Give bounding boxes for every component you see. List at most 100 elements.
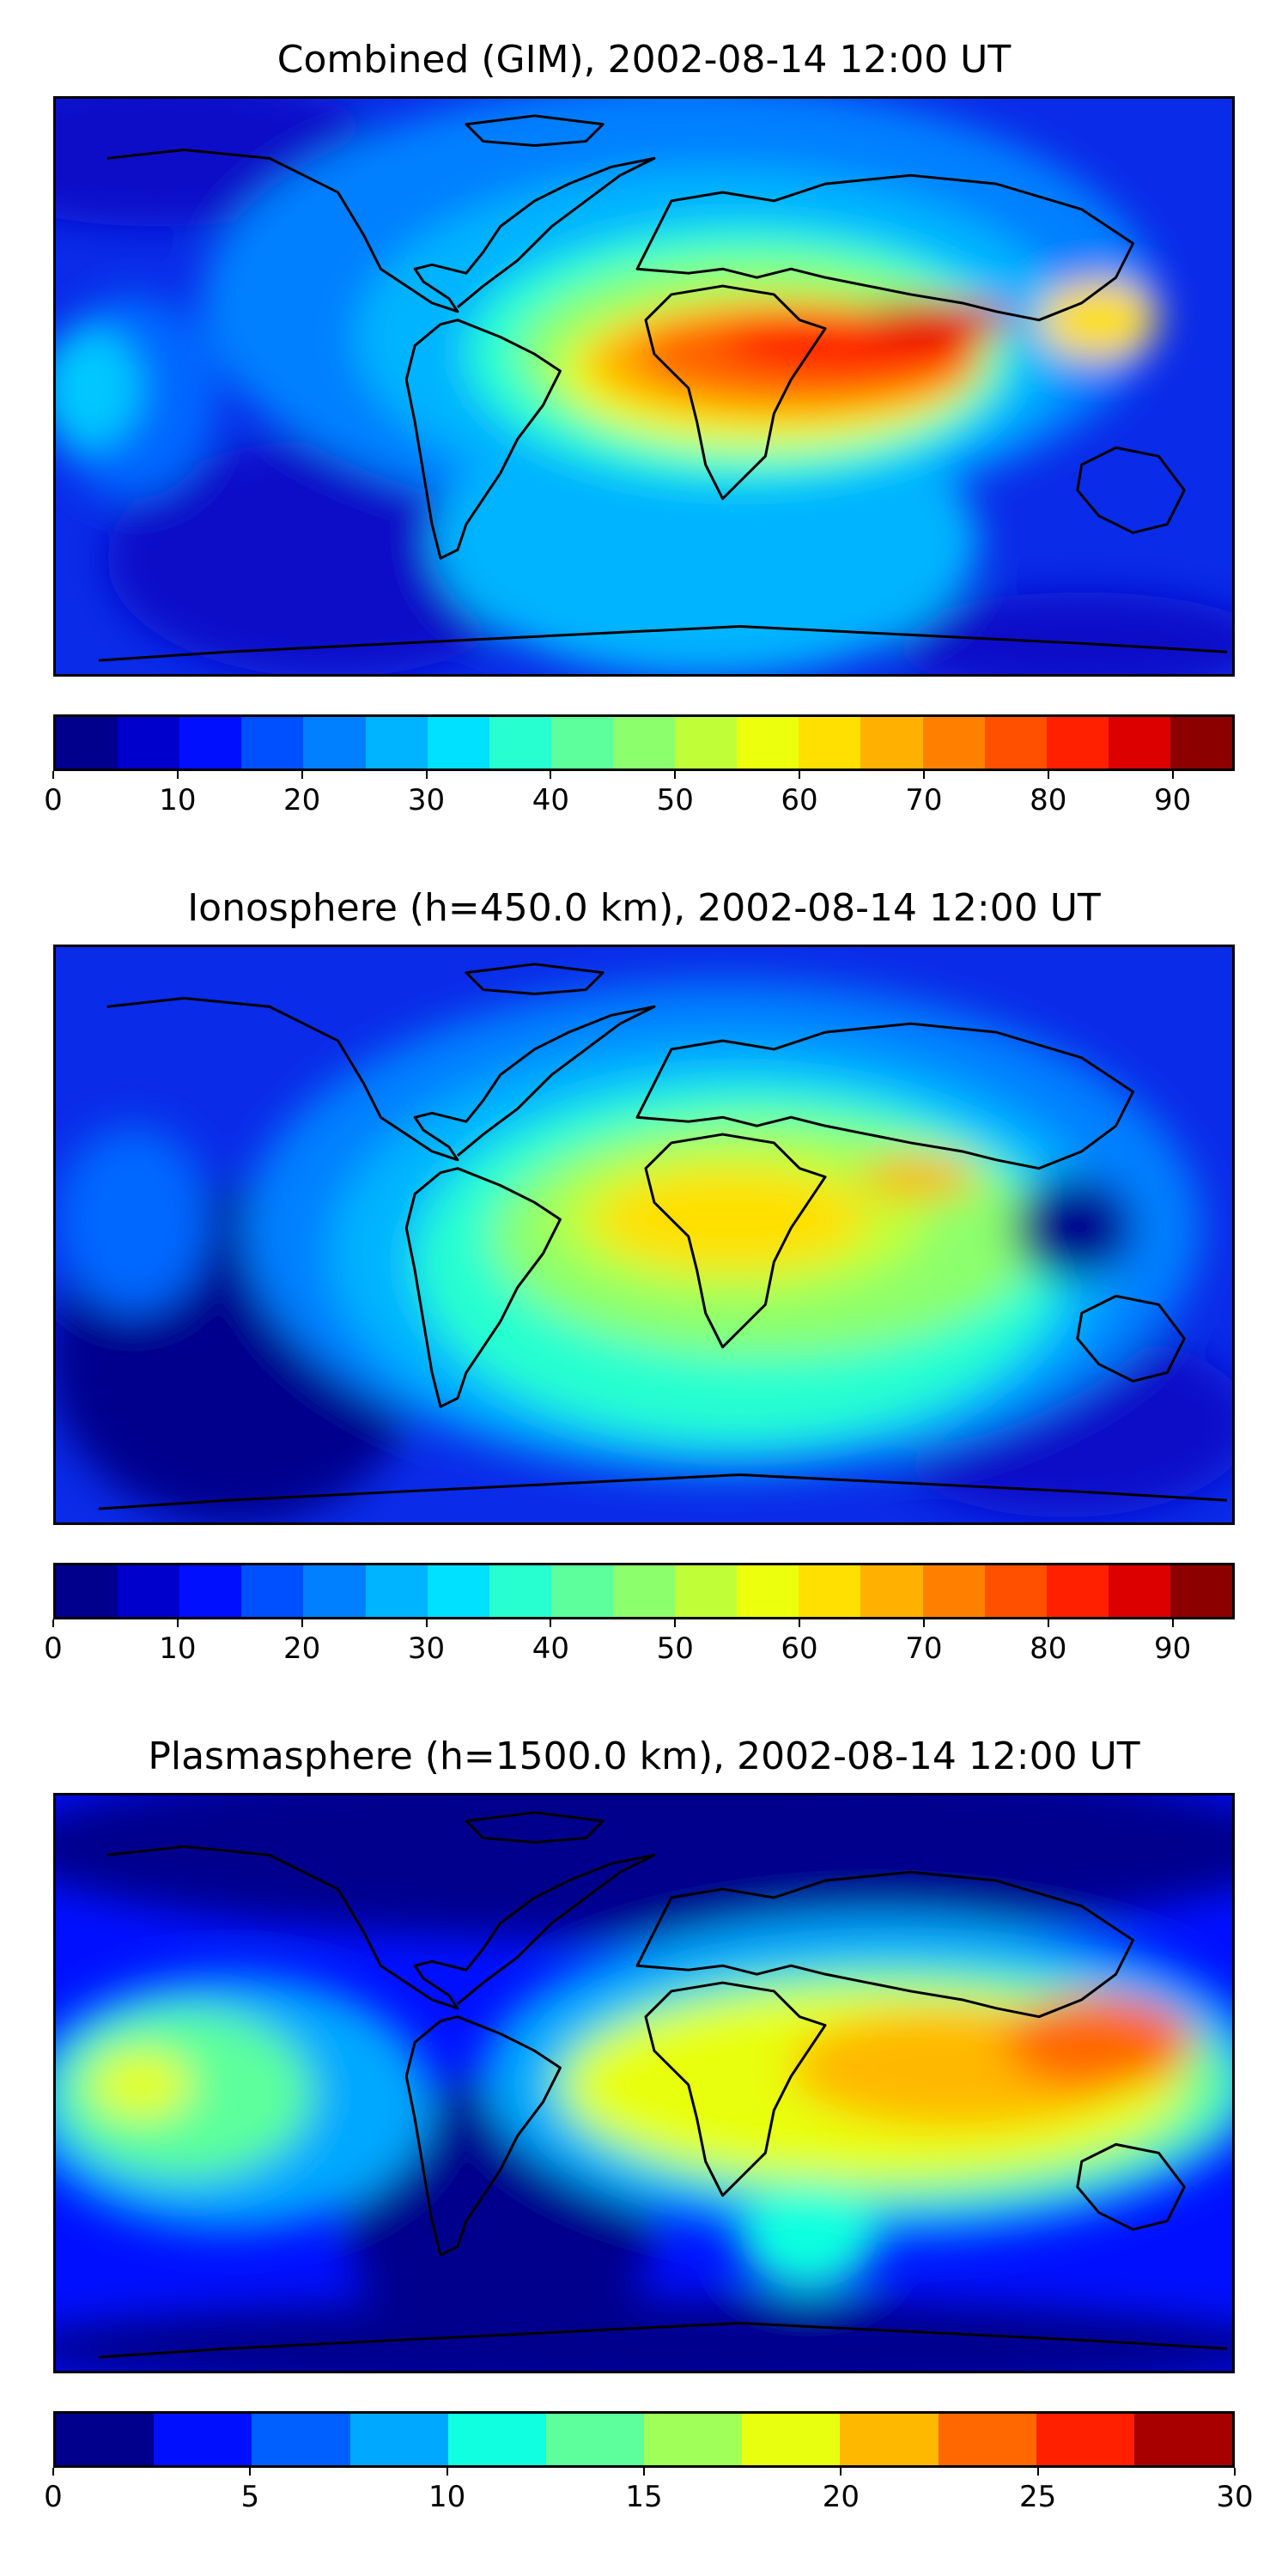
panel-title-ionosphere: Ionosphere (h=450.0 km), 2002-08-14 12:0… [187,886,1101,930]
colorbar-segment [56,1565,118,1617]
coastlines [98,963,1228,1510]
colorbar-segment [860,1565,923,1617]
colorbar-tick-label: 10 [159,1631,197,1666]
contour-region [56,328,142,448]
colorbar-tick-label: 90 [1153,783,1192,817]
colorbar-segment [252,2414,350,2465]
colorbar-tick-label: 0 [44,1631,63,1666]
colorbar-tick-label: 50 [656,1631,694,1666]
colorbar-tick [176,771,179,779]
colorbar-segment [550,717,613,769]
colorbar-segment [860,717,923,769]
coastline-antarctica [98,625,1228,662]
colorbar-tick [550,1619,552,1627]
coastlines [98,114,1228,662]
colorbar-segment [365,1565,428,1617]
coastline-africa [644,284,827,501]
coastline-australia [1076,2142,1186,2231]
coastline-australia [1076,1294,1186,1382]
contour-region [859,1155,980,1199]
colorbar-segment [840,2414,939,2465]
colorbar-tick-label: 30 [407,1631,446,1666]
colorbar-segment [427,717,489,769]
colorbar-tick [176,1619,179,1627]
colorbar-tick-label: 0 [44,783,63,817]
contour-region [1005,1995,1194,2089]
colorbar-segment [241,1565,304,1617]
colorbar-segment [737,1565,799,1617]
low-region [56,2297,1232,2371]
colorbar-segment [922,1565,985,1617]
colorbar-segment [612,1565,676,1617]
colorbar-tick [1047,1619,1049,1627]
colorbar-segment [489,717,551,769]
colorbar-combined [53,714,1235,771]
colorbar-tick-label: 60 [781,1631,818,1666]
colorbar-segment [938,2414,1036,2465]
colorbar-ticks-plasmasphere: 0 5 10 15 20 25 30 [44,2468,1254,2519]
panel-title-combined: Combined (GIM), 2002-08-14 12:00 UT [276,38,1012,82]
colorbar-segment [365,717,428,769]
colorbar-segment [1036,2414,1134,2465]
colorbar-tick-label: 20 [822,2480,860,2514]
colorbar-segment [179,717,242,769]
colorbar-tick-label: 40 [532,783,569,817]
colorbar-tick [425,771,428,779]
colorbar-segment [118,1565,180,1617]
colorbar-tick [1171,1619,1174,1627]
colorbar-segment [56,2414,155,2465]
colorbar-tick-label: 70 [905,783,943,817]
colorbar-segment [1170,717,1233,769]
colorbar-tick [550,771,552,779]
map-plasmasphere [53,1793,1235,2373]
coastline-greenland [465,963,605,995]
colorbar-segment [1108,717,1170,769]
heatmap-ionosphere [56,947,1232,1522]
colorbar-segment [675,717,738,769]
colorbar-tick-label: 50 [656,783,694,817]
contour-region [56,1126,210,1314]
colorbar-segment [1046,717,1109,769]
colorbar-segment [489,1565,551,1617]
coastline-greenland [465,1811,605,1844]
colorbar-tick-label: 0 [44,2480,63,2514]
colorbar-tick [52,771,54,779]
colorbar-segment [675,1565,738,1617]
colorbar-tick-label: 20 [283,1631,321,1666]
colorbar-segment [303,1565,366,1617]
colorbar-tick [1234,2468,1236,2476]
colorbar-tick-label: 20 [283,783,321,817]
colorbar-tick-label: 5 [240,2480,260,2514]
low-region [893,592,1232,674]
colorbar-ticks-combined: 0 10 20 30 40 50 60 70 80 90 [44,771,1235,823]
contour-region [1013,1176,1133,1279]
coastline-antarctica [98,1473,1228,1510]
colorbar-segment [545,2414,645,2465]
coastline-south-america [404,2015,562,2257]
colorbar-segment [241,717,304,769]
heatmap-combined [56,99,1232,674]
colorbar-segment [984,1565,1047,1617]
map-combined [53,96,1235,677]
colorbar-tick [1171,771,1174,779]
coastline-north-america [106,996,656,1162]
colorbar-tick-label: 80 [1030,1631,1067,1666]
colorbar-segment [427,1565,489,1617]
colorbar-segment [550,1565,613,1617]
colorbar-plasmasphere [53,2411,1235,2468]
colorbar-segment [984,717,1047,769]
colorbar-segment [118,717,180,769]
colorbar-tick [799,1619,801,1627]
colorbar-segment [179,1565,242,1617]
colorbar-segment [56,717,118,769]
colorbar-segment [447,2414,546,2465]
colorbar-tick-label: 10 [159,783,197,817]
colorbar-tick [52,1619,54,1627]
heatmap-plasmasphere [56,1795,1232,2371]
contour-region [1038,282,1159,359]
contour-region [594,1168,868,1271]
colorbar-segment [922,717,985,769]
low-region [106,439,552,674]
colorbar-tick [840,2468,842,2476]
colorbar-tick-label: 25 [1019,2480,1057,2514]
